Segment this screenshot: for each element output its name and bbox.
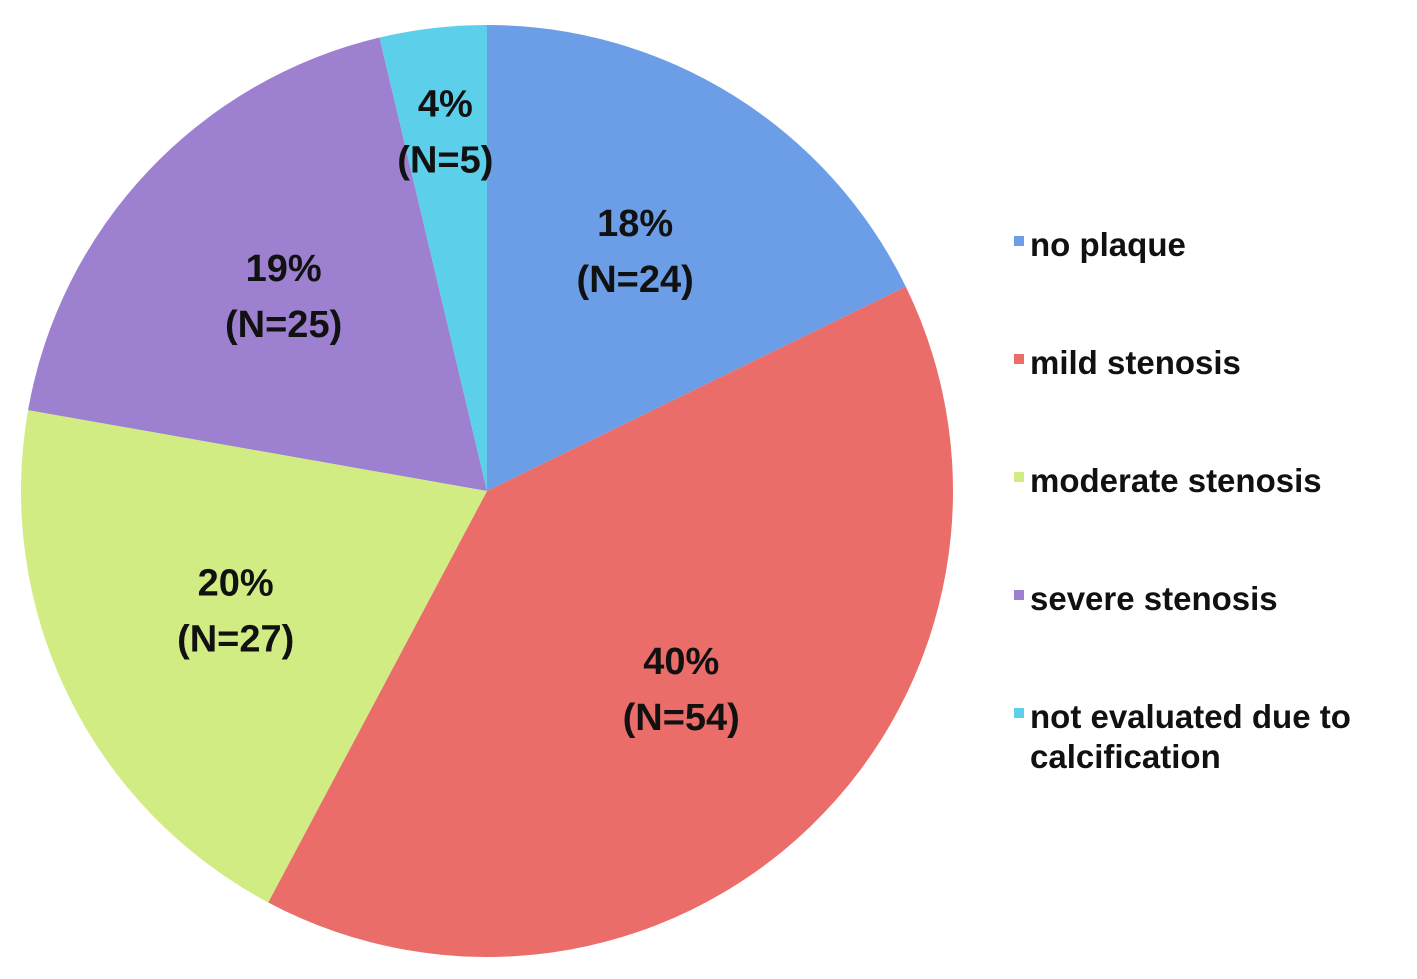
slice: [28, 37, 487, 491]
value-label: 4%: [418, 84, 473, 126]
legend-swatch: [1014, 472, 1024, 482]
slice: [379, 25, 487, 491]
legend-swatch: [1014, 354, 1024, 364]
legend-swatch: [1014, 708, 1024, 718]
count-label: (N=27): [177, 619, 294, 661]
count-label: (N=24): [577, 259, 694, 301]
legend-label: not evaluated due to calcification: [1030, 698, 1351, 775]
legend-swatch: [1014, 236, 1024, 246]
legend-swatch: [1014, 590, 1024, 600]
legend-item: moderate stenosis: [1012, 461, 1400, 501]
legend-label: moderate stenosis: [1030, 462, 1322, 499]
value-label: 40%: [643, 641, 719, 683]
count-label: (N=5): [397, 140, 493, 182]
count-label: (N=25): [225, 304, 342, 346]
slice: [20, 410, 487, 903]
chart: 18% (N=24) 40% (N=54) 20% (N=27) 19% (N=25) 4% (N…: [20, 25, 953, 957]
legend-item: mild stenosis: [1012, 343, 1400, 383]
legend-label: mild stenosis: [1030, 344, 1241, 381]
slice: [268, 286, 953, 957]
legend: no plaque mild stenosis moderate stenosis s…: [1012, 225, 1412, 855]
value-label: 20%: [198, 563, 274, 605]
legend-label: severe stenosis: [1030, 580, 1278, 617]
value-label: 18%: [597, 203, 673, 245]
value-label: 19%: [246, 248, 322, 290]
legend-item: not evaluated due to calcification: [1012, 697, 1400, 777]
slice: [487, 25, 906, 491]
legend-item: severe stenosis: [1012, 579, 1400, 619]
legend-item: no plaque: [1012, 225, 1400, 265]
legend-label: no plaque: [1030, 226, 1186, 263]
count-label: (N=54): [623, 697, 740, 739]
